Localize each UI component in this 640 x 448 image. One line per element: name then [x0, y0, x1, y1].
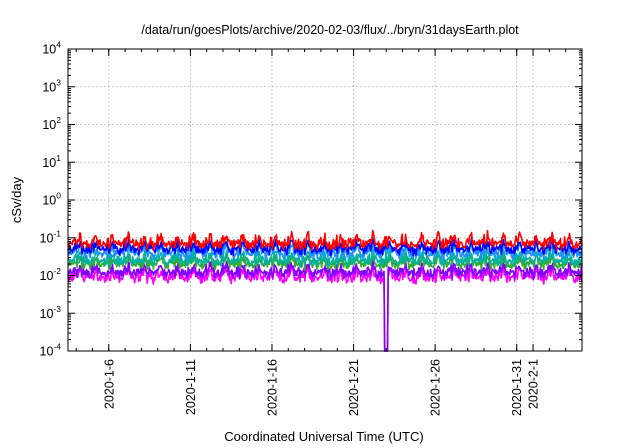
y-tick-base: 10 — [42, 156, 56, 170]
x-tick-label: 2020-1-26 — [429, 359, 443, 416]
y-tick-base: 10 — [40, 307, 54, 321]
x-tick-label: 2020-2-1 — [527, 359, 541, 409]
x-tick-label: 2020-1-21 — [347, 359, 361, 416]
y-tick-label: 10-2 — [40, 266, 62, 283]
x-tick-label: 2020-1-16 — [265, 359, 279, 416]
y-tick-exponent: -4 — [53, 342, 61, 352]
y-tick-base: 10 — [42, 80, 56, 94]
y-tick-label: 104 — [42, 40, 61, 57]
y-tick-label: 102 — [42, 115, 61, 132]
y-tick-label: 100 — [42, 191, 61, 208]
x-axis: 2020-1-6 2020-1-11 2020-1-16 2020-1-21 2020-… — [75, 49, 583, 416]
series-line — [67, 259, 583, 352]
chart-title: /data/run/goesPlots/archive/2020-02-03/f… — [141, 23, 519, 37]
series-layer — [67, 229, 583, 352]
y-tick-exponent: 1 — [56, 153, 61, 163]
x-tick-label: 2020-1-31 — [510, 359, 524, 416]
y-tick-exponent: -2 — [53, 266, 61, 276]
y-tick-label: 10-1 — [40, 228, 62, 245]
y-tick-base: 10 — [40, 231, 54, 245]
x-tick-label: 2020-1-6 — [102, 359, 116, 409]
x-axis-title: Coordinated Universal Time (UTC) — [224, 429, 423, 444]
y-tick-exponent: -3 — [53, 304, 61, 314]
y-tick-exponent: 2 — [56, 115, 61, 125]
y-tick-label: 10-3 — [40, 304, 62, 321]
y-tick-label: 103 — [42, 77, 61, 94]
y-tick-base: 10 — [42, 43, 56, 57]
y-axis-title: cSv/day — [9, 176, 24, 223]
y-tick-exponent: 3 — [56, 77, 61, 87]
series-line — [67, 263, 583, 352]
x-tick-label: 2020-1-11 — [184, 359, 198, 415]
series-line — [67, 229, 583, 251]
y-tick-exponent: 4 — [56, 40, 61, 50]
y-tick-base: 10 — [42, 118, 56, 132]
y-tick-label: 101 — [42, 153, 61, 170]
y-tick-base: 10 — [40, 345, 54, 359]
y-tick-base: 10 — [42, 194, 56, 208]
y-tick-label: 10-4 — [40, 342, 62, 359]
y-tick-base: 10 — [40, 269, 54, 283]
y-tick-exponent: 0 — [56, 191, 61, 201]
y-tick-exponent: -1 — [53, 228, 61, 238]
grid — [68, 48, 582, 352]
series-line — [67, 247, 583, 268]
